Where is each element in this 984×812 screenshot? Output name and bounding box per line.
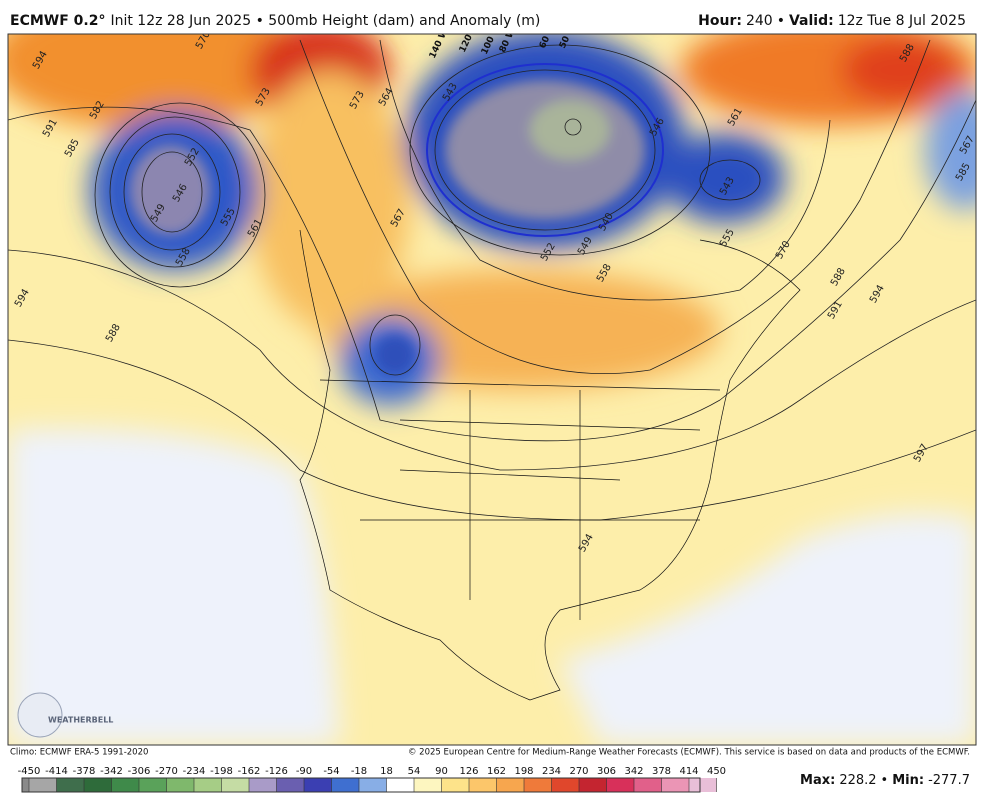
colorbar-tick-label: 54 — [408, 766, 421, 777]
min: -277.7 — [928, 773, 970, 788]
color-swatch — [496, 778, 524, 792]
color-swatch — [166, 778, 194, 792]
color-swatch — [331, 778, 359, 792]
color-swatch — [22, 778, 29, 792]
colorbar-tick-label: -162 — [238, 766, 261, 777]
colorbar-tick-label: -342 — [100, 766, 123, 777]
separator: • — [881, 773, 889, 788]
colorbar-tick-label: 342 — [624, 766, 643, 777]
colorbar-tick-label: -198 — [210, 766, 233, 777]
color-swatch — [56, 778, 84, 792]
valid-label: Valid: — [789, 13, 834, 29]
color-swatch — [249, 778, 277, 792]
color-swatch — [386, 778, 414, 792]
color-swatch — [661, 778, 689, 792]
colorbar-tick-label: -270 — [155, 766, 178, 777]
colorbar-tick-label: 234 — [542, 766, 561, 777]
color-swatch — [441, 778, 469, 792]
logo-mark — [17, 692, 63, 738]
color-swatch — [606, 778, 634, 792]
color-swatch — [359, 778, 387, 792]
color-swatch — [84, 778, 112, 792]
color-swatch — [551, 778, 579, 792]
colorbar-frame — [21, 777, 701, 793]
description: Init 12z 28 Jun 2025 • 500mb Height (dam… — [110, 13, 540, 29]
coastline — [299, 229, 801, 701]
colorbar-tick-label: -18 — [351, 766, 367, 777]
colorbar-tick-label: 306 — [597, 766, 616, 777]
color-swatch — [634, 778, 662, 792]
valid: 12z Tue 8 Jul 2025 — [838, 13, 966, 29]
color-swatch — [29, 778, 57, 792]
color-swatch — [414, 778, 442, 792]
hour-label: Hour: — [698, 13, 742, 29]
max-label: Max: — [800, 773, 835, 788]
anomaly-field — [8, 34, 976, 745]
anomaly-core — [130, 80, 645, 375]
colorbar-tick-label: -126 — [265, 766, 288, 777]
min-label: Min: — [892, 773, 924, 788]
colorbar-tick-label: 378 — [652, 766, 671, 777]
colorbar-tick-label: 270 — [569, 766, 588, 777]
logo: WEATHERBELL — [48, 716, 113, 725]
climo: Climo: ECMWF ERA-5 1991-2020 — [10, 748, 148, 758]
colorbar-tick-label: -378 — [73, 766, 96, 777]
color-swatch — [524, 778, 552, 792]
colorbar-tick-label: -414 — [45, 766, 68, 777]
color-swatch — [469, 778, 497, 792]
color-swatch — [579, 778, 607, 792]
color-swatch — [304, 778, 332, 792]
model: ECMWF 0.2° — [10, 13, 105, 29]
colorbar-tick-label: 90 — [435, 766, 448, 777]
color-swatch — [194, 778, 222, 792]
color-swatch — [111, 778, 139, 792]
colorbar-tick-label: 18 — [380, 766, 393, 777]
copyright: © 2025 European Centre for Medium-Range … — [408, 748, 970, 758]
colorbar-tick-label: -306 — [128, 766, 151, 777]
height-contours — [8, 39, 976, 521]
color-swatch — [221, 778, 249, 792]
max: 228.2 — [839, 773, 876, 788]
colorbar-tick-label: 162 — [487, 766, 506, 777]
colorbar-tick-label: 126 — [459, 766, 478, 777]
hour: 240 — [746, 13, 773, 29]
colorbar: -450 -414 -378 -342 -306 -270 -234 -198 -162 -126… — [18, 766, 726, 793]
header-right: Hour: 240 • Valid: 12z Tue 8 Jul 2025 — [698, 13, 966, 29]
color-swatch — [139, 778, 167, 792]
colorbar-tick-label: -450 — [18, 766, 41, 777]
colorbar-tick-label: 198 — [514, 766, 533, 777]
header-left: ECMWF 0.2° Init 12z 28 Jun 2025 • 500mb H… — [10, 13, 540, 29]
color-swatch — [689, 778, 717, 792]
colorbar-tick-label: 414 — [679, 766, 698, 777]
map-frame — [7, 33, 977, 746]
color-swatch — [276, 778, 304, 792]
colorbar-tick-label: -54 — [323, 766, 339, 777]
colorbar-tick-label: -90 — [296, 766, 312, 777]
stats: Max: 228.2 • Min: -277.7 — [800, 773, 970, 788]
separator: • — [777, 13, 785, 29]
colorbar-tick-label: 450 — [707, 766, 726, 777]
colorbar-tick-label: -234 — [183, 766, 206, 777]
